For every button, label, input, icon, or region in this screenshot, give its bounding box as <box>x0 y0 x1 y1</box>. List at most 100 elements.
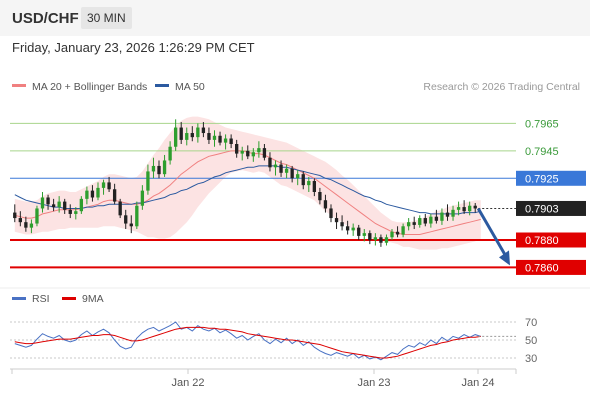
candle <box>334 212 339 230</box>
candle-body <box>223 138 228 143</box>
candle <box>440 208 444 225</box>
candle <box>429 213 433 228</box>
rsi-line <box>14 321 481 361</box>
candle <box>40 192 45 213</box>
candle-body <box>74 211 78 214</box>
candle <box>124 209 128 230</box>
candle <box>235 139 239 158</box>
candle-body <box>168 146 172 161</box>
candle-body <box>368 233 372 240</box>
candle <box>173 119 178 151</box>
candle-body <box>373 237 378 240</box>
candle-body <box>273 164 278 168</box>
candle-body <box>18 218 22 223</box>
candle <box>118 198 122 219</box>
candle <box>179 122 183 144</box>
level-badge <box>516 232 586 248</box>
candle <box>418 215 422 228</box>
candle-body <box>35 208 39 224</box>
candle-body <box>440 212 444 221</box>
candle <box>268 152 272 172</box>
candle-body <box>357 227 361 236</box>
candle-body <box>90 190 95 198</box>
candle-body <box>57 201 61 208</box>
candle <box>51 198 56 212</box>
candle-body <box>185 133 189 140</box>
candle-body <box>157 165 161 175</box>
candle <box>246 145 250 160</box>
candle <box>57 196 61 213</box>
candle <box>35 205 39 227</box>
candle-body <box>229 138 233 144</box>
candle <box>190 126 194 142</box>
candle-body <box>96 187 100 198</box>
ma50-line <box>14 165 481 215</box>
candle-body <box>190 133 194 138</box>
candle-body <box>63 201 67 210</box>
candle-body <box>340 222 344 227</box>
candle <box>329 204 333 223</box>
timeframe-button[interactable]: 30 MIN <box>81 7 132 29</box>
candle <box>401 223 405 238</box>
candle-body <box>124 215 128 224</box>
candle-body <box>29 223 34 228</box>
candle <box>101 179 106 195</box>
candle <box>279 160 283 177</box>
candle-body <box>390 231 394 238</box>
candle <box>456 201 461 216</box>
candle <box>323 194 328 213</box>
candle <box>157 160 161 179</box>
x-axis: Jan 22 Jan 23 Jan 24 <box>11 369 517 389</box>
candle <box>251 148 255 162</box>
candle-body <box>135 205 139 227</box>
candle <box>357 224 361 240</box>
candle <box>384 234 389 246</box>
candle-body <box>24 222 28 228</box>
candle <box>18 211 22 227</box>
candle <box>162 154 167 177</box>
candle-body <box>240 150 244 154</box>
candle-body <box>318 192 322 201</box>
candle-body <box>173 127 178 147</box>
ma50-legend-label: MA 50 <box>175 81 205 93</box>
candle-body <box>429 216 433 224</box>
candle-body <box>395 231 400 235</box>
ma20-legend-swatch <box>12 84 26 87</box>
candle <box>168 141 172 165</box>
candle <box>240 146 244 161</box>
candle-body <box>445 212 450 217</box>
candle-body <box>418 218 422 225</box>
candle-body <box>251 152 255 157</box>
candle-body <box>379 237 383 243</box>
candle-body <box>329 208 333 219</box>
candle <box>68 204 72 219</box>
candle <box>296 170 300 186</box>
candle-body <box>312 181 317 192</box>
level-text: 0.7880 <box>525 235 559 247</box>
candle-body <box>140 190 145 206</box>
candle <box>29 219 34 234</box>
candle <box>146 164 150 195</box>
candle <box>218 131 222 146</box>
candle <box>107 176 111 192</box>
candle-body <box>279 164 283 173</box>
level-labels-layer: 0.7965 0.7945 0.7925 0.7903 0.7880 0.7860 <box>516 118 586 275</box>
candle <box>212 130 217 147</box>
candle <box>412 216 416 230</box>
candle <box>473 202 477 213</box>
level-label-0-7945: 0.7945 <box>525 146 559 158</box>
candle <box>351 223 355 236</box>
candle-body <box>235 144 239 154</box>
ma9-legend-swatch <box>62 297 76 300</box>
candle-body <box>46 197 50 205</box>
candle <box>196 123 200 143</box>
candle-body <box>323 200 328 209</box>
rsi-level-label: 70 <box>525 317 537 329</box>
candle <box>151 157 156 179</box>
candle <box>24 216 28 232</box>
candle <box>262 144 267 161</box>
candle <box>201 122 206 138</box>
candle <box>301 171 305 190</box>
level-badge <box>516 200 586 216</box>
